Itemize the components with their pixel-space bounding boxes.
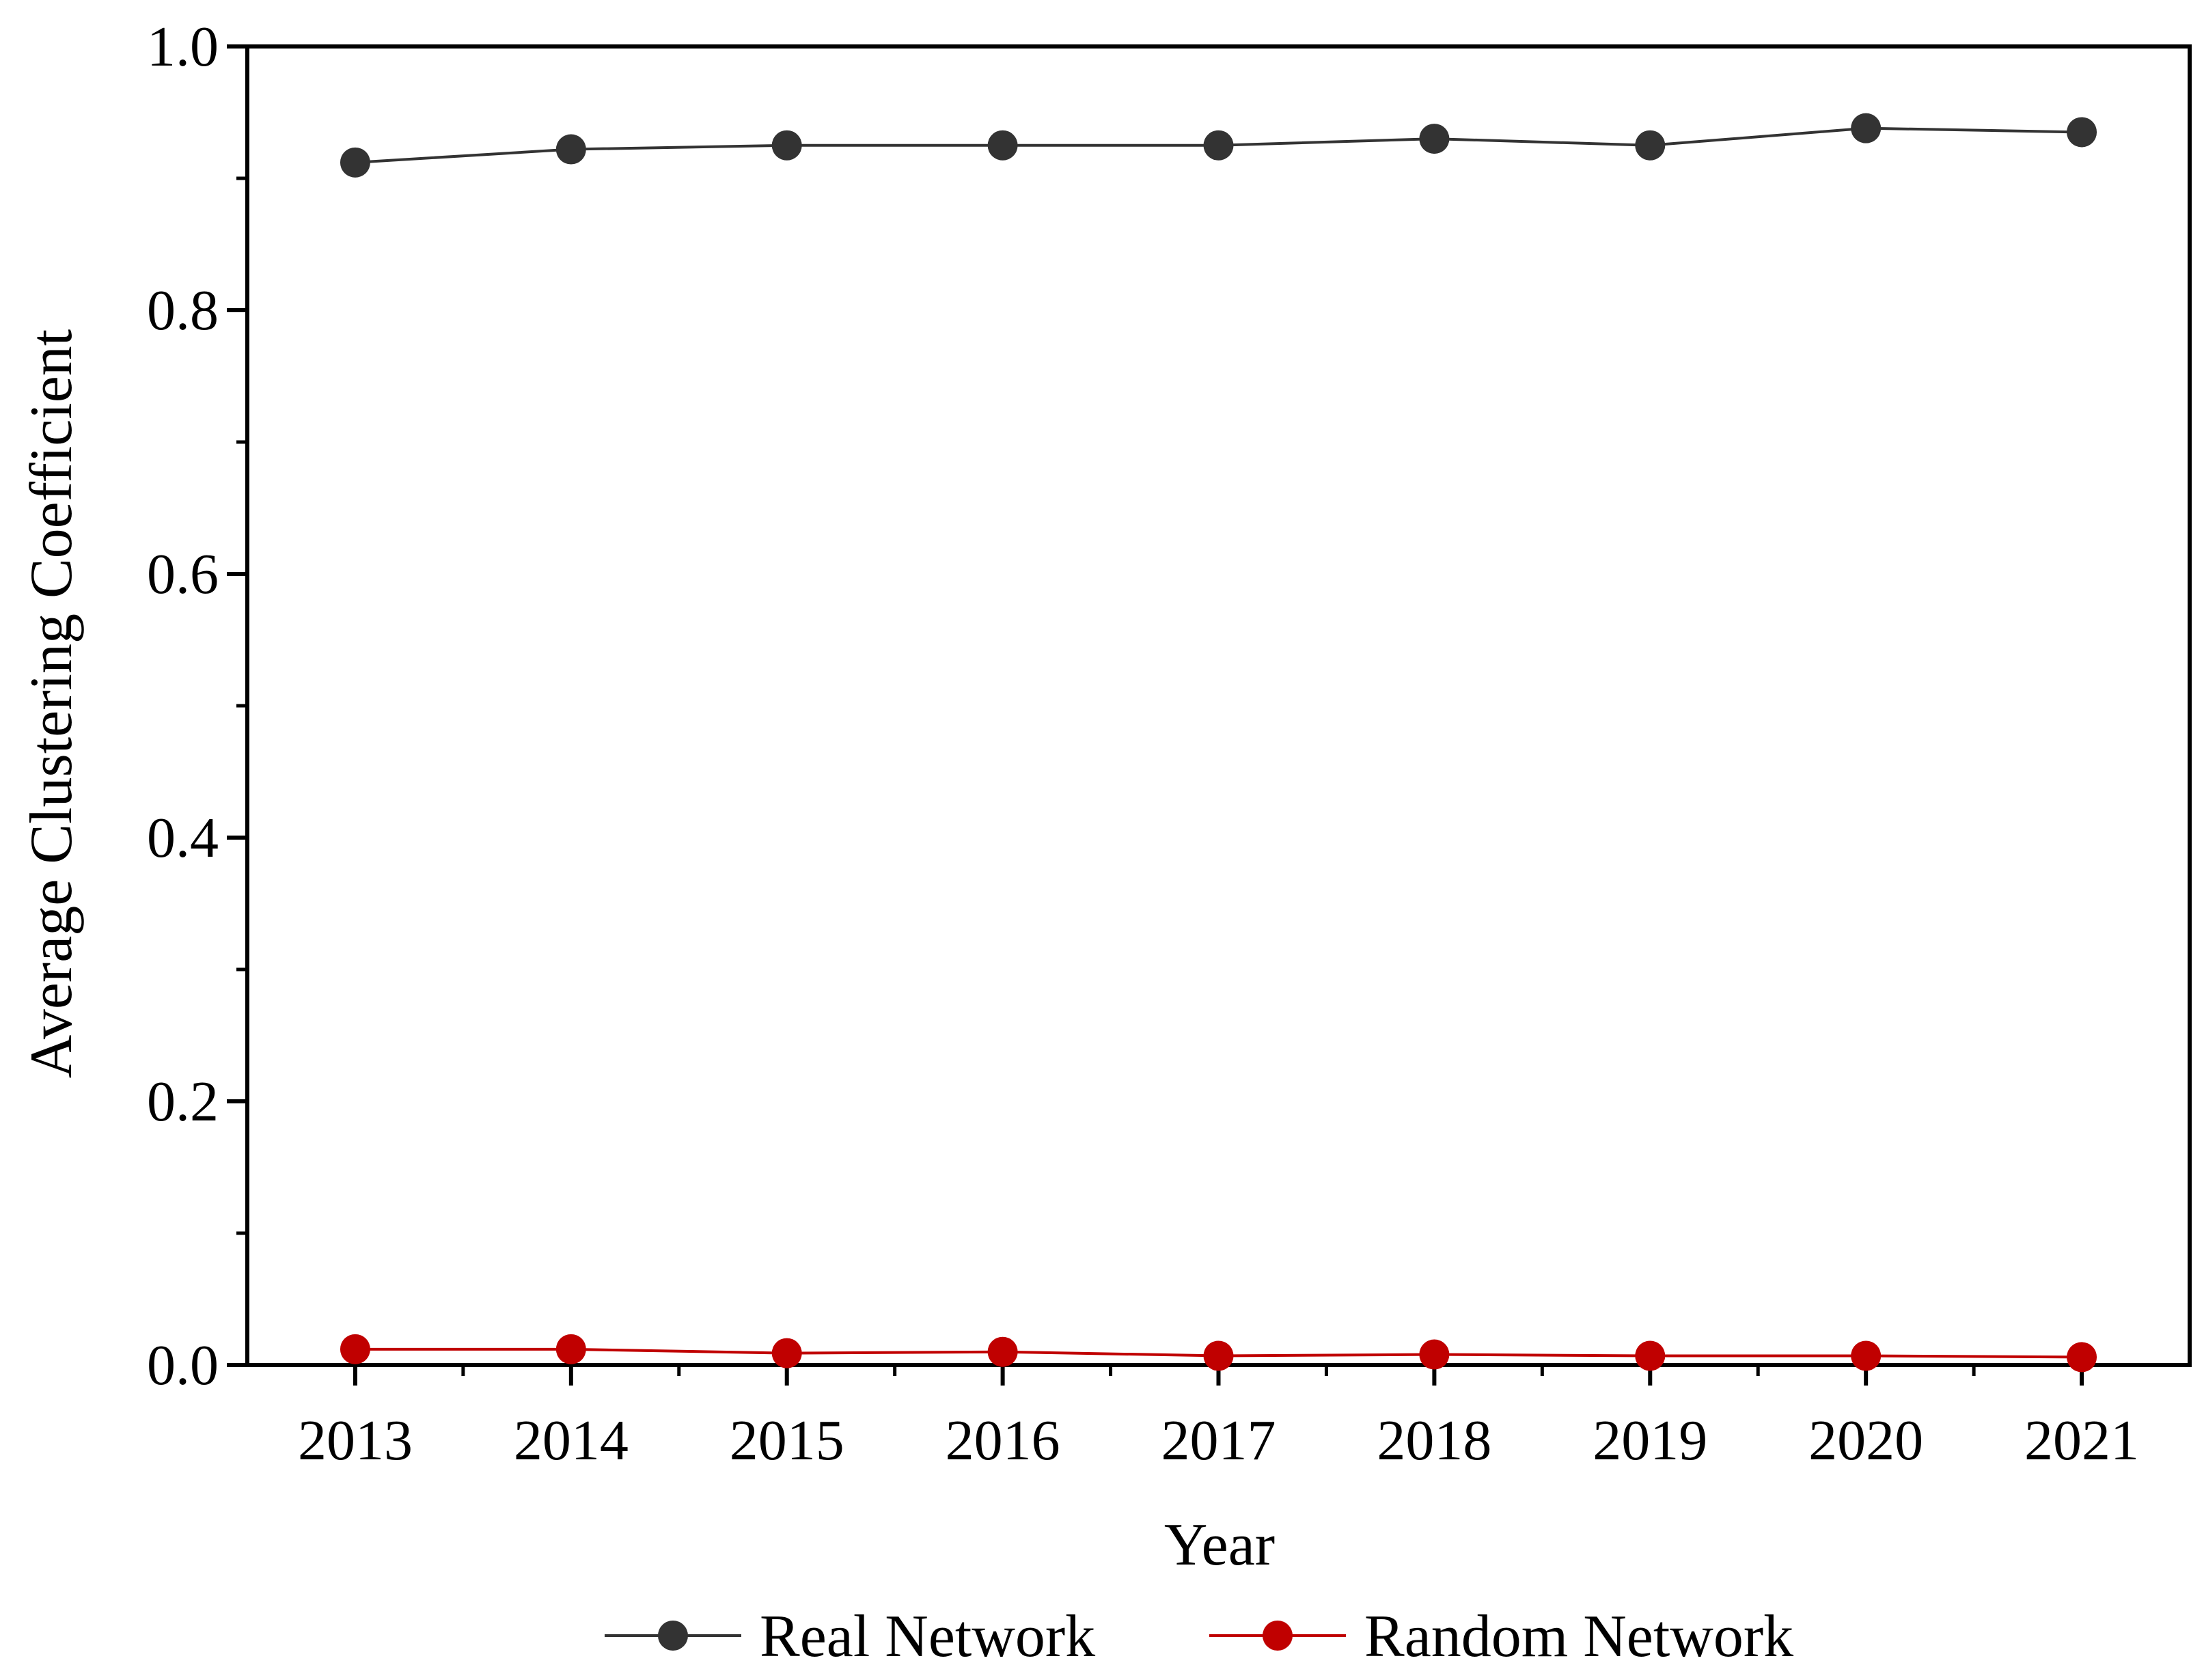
data-point-real-network [1203, 130, 1234, 161]
legend-item-random-network: Random Network [1209, 1603, 1793, 1670]
data-point-random-network [2067, 1342, 2097, 1373]
data-point-real-network [1419, 124, 1450, 154]
legend-label-random-network: Random Network [1364, 1603, 1793, 1670]
x-axis-title: Year [1164, 1512, 1275, 1578]
y-tick-label: 0.6 [147, 542, 219, 606]
plot-border [245, 44, 2192, 1367]
y-tick-label: 0.2 [147, 1070, 219, 1133]
data-point-real-network [555, 134, 586, 165]
y-tick-label: 0.0 [147, 1334, 219, 1397]
legend-marker-random-network [1263, 1621, 1293, 1651]
legend: Real Network Random Network [605, 1603, 1793, 1670]
data-point-real-network [771, 130, 802, 161]
x-tick-label: 2017 [1161, 1409, 1276, 1472]
x-tick-label: 2020 [1808, 1409, 1923, 1472]
legend-marker-real-network [658, 1621, 688, 1651]
data-point-real-network [340, 147, 370, 178]
x-tick-label: 2016 [946, 1409, 1060, 1472]
x-axis: 2013 2014 2015 2016 2017 2018 2019 2020 2021 [298, 1365, 2139, 1472]
y-tick-label: 1.0 [147, 15, 219, 79]
x-tick-label: 2021 [2024, 1409, 2139, 1472]
data-point-random-network [1419, 1339, 1450, 1370]
x-tick-label: 2018 [1377, 1409, 1491, 1472]
data-point-real-network [2067, 117, 2097, 148]
x-tick-label: 2019 [1593, 1409, 1707, 1472]
data-point-random-network [1203, 1340, 1234, 1371]
legend-label-real-network: Real Network [760, 1603, 1095, 1670]
series-layer [340, 113, 2097, 1373]
data-point-random-network [987, 1336, 1018, 1367]
data-point-random-network [340, 1334, 370, 1364]
x-tick-label: 2013 [298, 1409, 413, 1472]
data-point-real-network [987, 130, 1018, 161]
x-tick-label: 2014 [514, 1409, 629, 1472]
y-tick-label: 0.4 [147, 806, 219, 870]
data-point-real-network [1851, 113, 1882, 143]
data-point-random-network [771, 1338, 802, 1368]
data-point-random-network [1851, 1340, 1882, 1371]
plot-frame [245, 44, 2192, 1367]
data-point-real-network [1635, 130, 1666, 161]
data-point-random-network [1635, 1340, 1666, 1371]
y-tick-label: 0.8 [147, 279, 219, 342]
x-tick-label: 2015 [730, 1409, 844, 1472]
y-axis-title: Average Clustering Coefficient [18, 329, 85, 1078]
series-random-network [340, 1334, 2097, 1373]
y-axis: 0.0 0.2 0.4 0.6 0.8 1.0 [147, 15, 247, 1397]
data-point-random-network [555, 1334, 586, 1364]
series-real-network [340, 113, 2097, 178]
legend-item-real-network: Real Network [605, 1603, 1095, 1670]
